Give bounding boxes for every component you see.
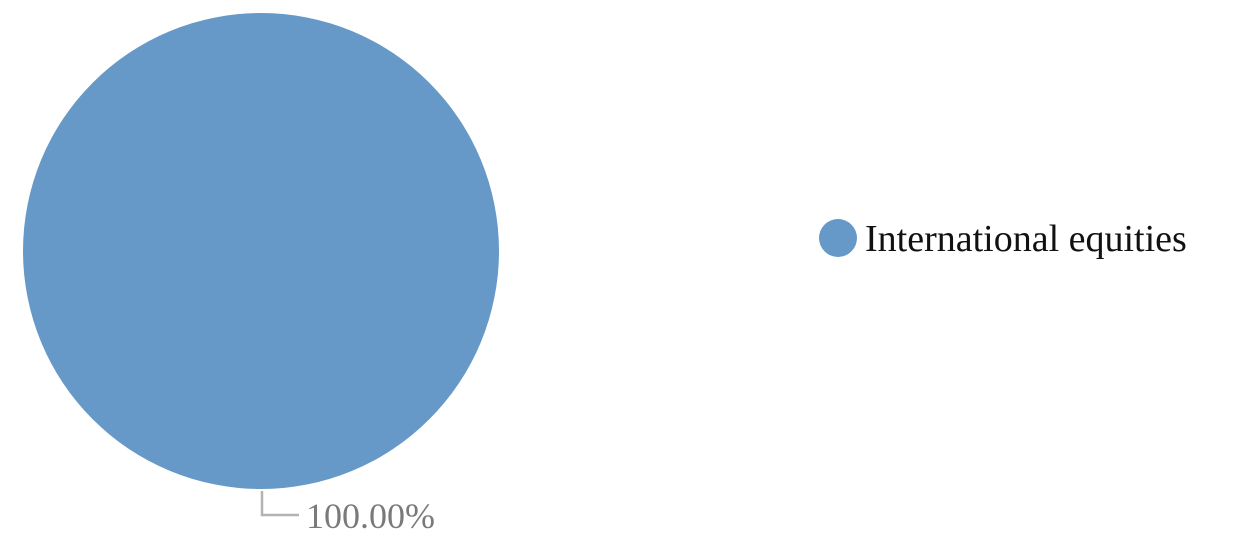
pie-slices <box>23 13 499 489</box>
legend-label: International equities <box>865 218 1187 260</box>
data-labels: 100.00% <box>306 496 435 535</box>
legend: International equities <box>819 218 1187 260</box>
pie-slice <box>23 13 499 489</box>
legend-marker <box>819 219 857 257</box>
leader-lines <box>260 491 299 517</box>
leader-line <box>260 491 299 517</box>
slice-percent-label: 100.00% <box>306 496 435 535</box>
